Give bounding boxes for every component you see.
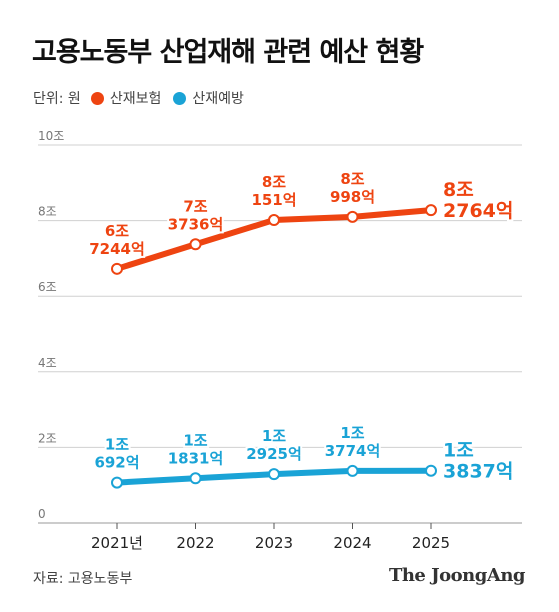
x-tick-label: 2023 xyxy=(255,534,293,552)
data-point xyxy=(268,468,280,481)
y-tick-label: 4조 xyxy=(38,356,57,370)
y-tick-label: 8조 xyxy=(38,205,57,219)
data-point xyxy=(425,204,437,217)
data-point xyxy=(268,214,280,227)
data-label: 1조 xyxy=(262,427,286,445)
data-label: 692억 xyxy=(94,454,139,472)
legend-label-insurance: 산재보험 xyxy=(109,91,162,107)
legend-label-prevention: 산재예방 xyxy=(192,91,244,107)
chart-title: 고용노동부 산업재해 관련 예산 현황 xyxy=(32,37,424,68)
data-point xyxy=(111,262,123,275)
y-tick-label: 2조 xyxy=(38,431,57,445)
data-label: 3736억 xyxy=(168,215,224,233)
data-label: 151억 xyxy=(251,191,296,209)
unit-label: 단위: 원 xyxy=(33,91,81,107)
data-label: 3837억 xyxy=(443,461,513,483)
y-tick-label: 6조 xyxy=(38,280,57,294)
data-label: 7조 xyxy=(183,197,207,215)
data-label: 998억 xyxy=(330,188,375,206)
data-label: 2925억 xyxy=(246,445,302,463)
legend-item-prevention: 산재예방 xyxy=(173,88,244,108)
data-point xyxy=(346,464,359,477)
data-label: 7244억 xyxy=(89,240,145,258)
data-label: 8조 xyxy=(443,179,474,201)
legend-dot-prevention xyxy=(173,91,187,105)
data-point xyxy=(425,464,437,477)
x-tick-label: 2025 xyxy=(412,534,450,552)
legend-dot-insurance xyxy=(90,91,104,105)
legend-item-insurance: 산재보험 xyxy=(90,88,162,108)
legend: 단위: 원 산재보험 산재예방 xyxy=(33,88,256,108)
y-tick-label: 0 xyxy=(38,507,46,521)
data-label: 8조 xyxy=(340,170,364,188)
data-point xyxy=(111,476,123,489)
x-tick-label: 2022 xyxy=(176,534,214,552)
source-note: 자료: 고용노동부 xyxy=(33,571,133,587)
data-label: 1조 xyxy=(105,436,129,454)
x-tick-label: 2024 xyxy=(333,534,371,552)
data-label: 8조 xyxy=(262,173,286,191)
data-label: 1조 xyxy=(183,431,207,449)
publisher-logo: The JoongAng xyxy=(388,565,526,586)
x-tick-label: 2021년 xyxy=(91,534,143,552)
data-point xyxy=(346,210,359,223)
data-label: 3774억 xyxy=(325,442,381,460)
data-point xyxy=(189,238,202,251)
data-label: 1조 xyxy=(340,424,364,442)
data-label: 1조 xyxy=(443,440,474,462)
data-point xyxy=(189,472,202,485)
y-tick-label: 10조 xyxy=(38,129,64,143)
data-label: 6조 xyxy=(105,222,129,240)
data-label: 2764억 xyxy=(443,200,513,222)
data-label: 1831억 xyxy=(168,449,224,467)
